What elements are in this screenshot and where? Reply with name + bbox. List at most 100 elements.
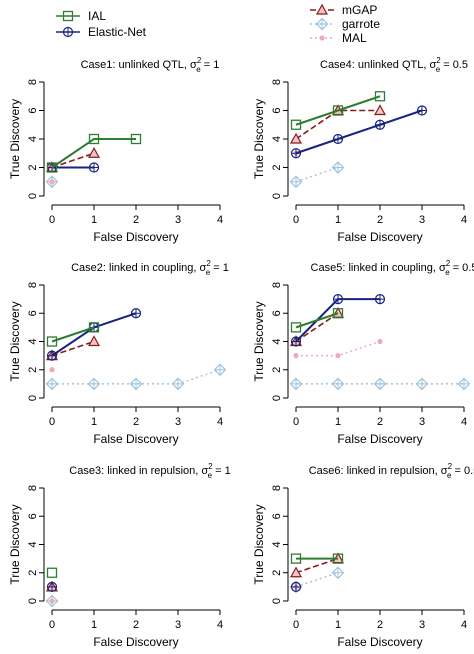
y-tick-label: 4: [271, 338, 283, 344]
x-tick-label: 1: [91, 619, 97, 631]
legend-label-ial: IAL: [88, 9, 106, 23]
x-tick-label: 2: [133, 416, 139, 428]
point-mgap: [289, 132, 303, 144]
point-elastic-net: [88, 162, 100, 173]
y-tick-label: 6: [27, 513, 39, 519]
point-ial: [332, 553, 344, 564]
y-tick-label: 6: [271, 513, 283, 519]
y-tick-label: 4: [271, 541, 283, 547]
series-ial: [290, 308, 344, 333]
x-axis-label: False Discovery: [93, 230, 178, 244]
panel-title: Case1: unlinked QTL, σ2 e = 1: [81, 56, 220, 74]
panel-title: Case4: unlinked QTL, σ2 e = 0.5: [320, 56, 468, 74]
point-elastic-net: [332, 294, 344, 305]
series-mal: [49, 179, 55, 185]
point-ial: [290, 553, 302, 564]
y-axis: 0 2 4 6 8 True Discovery: [252, 282, 289, 401]
x-tick-label: 2: [377, 619, 383, 631]
point-mgap: [87, 147, 101, 158]
series-ial: [290, 91, 386, 130]
series-group: [289, 91, 428, 189]
y-tick-label: 0: [27, 598, 39, 604]
point-mal: [49, 179, 55, 185]
x-axis-label: False Discovery: [93, 432, 178, 446]
x-axis: 0 1 2 3 4 False Discovery: [49, 406, 223, 446]
legend-entry-elastic-net: Elastic-Net: [56, 25, 147, 39]
panel-title: Case6: linked in repulsion, σ2e = 0.5: [309, 462, 474, 480]
x-tick-label: 3: [419, 619, 425, 631]
y-tick-label: 2: [27, 164, 39, 170]
panels: Case1: unlinked QTL, σ2 e = 1 0 2 4 6 8 True Di…: [8, 56, 474, 649]
point-ial: [46, 336, 58, 347]
legend-label-mgap: mGAP: [342, 3, 377, 17]
point-mgap: [87, 335, 101, 347]
series-line-garrote: [295, 166, 339, 183]
x-axis: 0 1 2 3 4 False Discovery: [293, 406, 467, 446]
series-line-mgap: [51, 152, 95, 169]
y-tick-label: 8: [27, 282, 39, 288]
point-elastic-net: [332, 133, 344, 145]
y-axis-label: True Discovery: [8, 504, 22, 584]
x-tick-label: 0: [49, 416, 55, 428]
x-tick-label: 1: [335, 214, 341, 226]
x-tick-label: 4: [217, 214, 223, 226]
point-garrote: [87, 377, 101, 391]
series-group: [45, 308, 227, 391]
x-tick-label: 3: [175, 214, 181, 226]
point-ial: [374, 91, 386, 102]
series-group: [45, 133, 142, 189]
point-mal: [49, 598, 55, 604]
point-garrote: [457, 377, 471, 391]
point-elastic-net: [416, 105, 428, 116]
panel-title: Case3: linked in repulsion, σ2 e = 1: [69, 462, 230, 480]
panel-1: Case1: unlinked QTL, σ2 e = 1 0 2 4 6 8 True Di…: [8, 56, 223, 244]
legend-marker-elastic-net: [62, 26, 74, 38]
x-axis: 0 1 2 3 4 False Discovery: [49, 609, 223, 649]
x-tick-label: 4: [217, 416, 223, 428]
y-axis-label: True Discovery: [252, 99, 266, 179]
panel-5: Case3: linked in repulsion, σ2 e = 1 0 2 4 6 8…: [8, 462, 231, 649]
y-tick-label: 8: [271, 485, 283, 491]
x-tick-label: 2: [377, 416, 383, 428]
series-line-elastic-net: [295, 298, 380, 343]
panel-title: Case2: linked in coupling, σ2 e = 1: [71, 259, 229, 277]
x-tick-label: 3: [175, 416, 181, 428]
y-tick-label: 8: [27, 485, 39, 491]
point-ial: [290, 119, 302, 130]
x-tick-label: 1: [335, 619, 341, 631]
point-ial: [130, 133, 142, 145]
legend-marker-garrote: [315, 17, 329, 31]
series-mal: [49, 367, 55, 373]
point-mal: [293, 353, 299, 359]
point-garrote: [331, 566, 345, 580]
x-axis-label: False Discovery: [337, 432, 422, 446]
y-tick-label: 2: [271, 570, 283, 576]
y-axis: 0 2 4 6 8 True Discovery: [252, 485, 289, 604]
series-ial: [46, 322, 100, 347]
y-tick-label: 0: [271, 193, 283, 199]
y-tick-label: 8: [27, 79, 39, 85]
point-garrote: [331, 377, 345, 391]
point-garrote: [289, 377, 303, 391]
x-tick-label: 3: [419, 416, 425, 428]
point-elastic-net: [374, 294, 386, 305]
point-mal: [377, 338, 383, 345]
series-group: [289, 552, 345, 594]
legend-entry-ial: IAL: [56, 9, 106, 23]
series-group: [45, 567, 59, 608]
y-axis-label: True Discovery: [8, 99, 22, 179]
x-tick-label: 4: [461, 416, 467, 428]
y-tick-label: 6: [27, 310, 39, 316]
series-line-ial: [295, 95, 381, 126]
point-garrote: [415, 377, 429, 391]
series-mal: [49, 598, 55, 604]
legend-marker-mgap: [315, 3, 329, 15]
series-group: [289, 294, 471, 391]
legend-label-garrote: garrote: [342, 17, 380, 31]
x-axis: 0 1 2 3 4 False Discovery: [293, 609, 467, 649]
series-line-garrote: [295, 572, 339, 588]
point-elastic-net: [46, 350, 58, 361]
x-tick-label: 0: [49, 214, 55, 226]
y-axis-label: True Discovery: [8, 301, 22, 381]
